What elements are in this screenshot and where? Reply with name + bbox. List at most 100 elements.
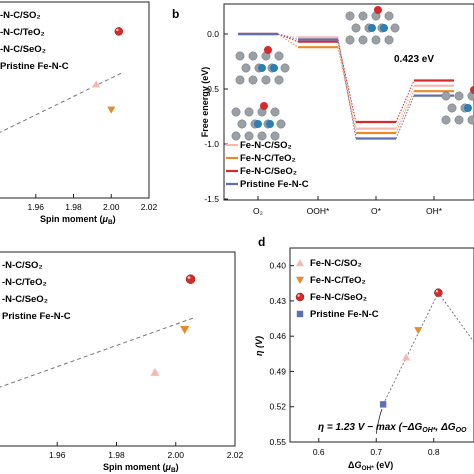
- molecule-ooh-icon: [235, 46, 290, 85]
- molecule-oh-carbon: [276, 119, 286, 129]
- panel-c-point-seo2: [185, 274, 196, 284]
- xlabel-c-sub: B: [171, 467, 176, 474]
- panel-b-ytick-label-3: -1.5: [204, 194, 219, 204]
- molecule-oh-nitrogen: [254, 120, 262, 128]
- panel-c-ticks: 1.96 1.98 2.00 2.02: [49, 442, 244, 460]
- panel-b-link-teo2-2: [337, 47, 357, 134]
- panel-c-legend: -N-C/SO₂ -N-C/TeO₂ -N-C/SeO₂ Pristine Fe-N-…: [2, 260, 71, 322]
- panel-b-ticks: 0.0 -0.5 -1.0 -1.5 O₂ OOH* O* OH*: [204, 29, 442, 216]
- panel-b-annotation: 0.423 eV: [394, 54, 434, 65]
- molecule-oh-oxygen: [260, 102, 268, 110]
- equation-sub-oo: OO: [456, 427, 467, 434]
- panel-d-ytick-label-0: 0.40: [269, 261, 286, 271]
- molecule-o-oxygen: [374, 6, 382, 14]
- molecule-oh-carbon: [237, 119, 247, 129]
- panel-c-xtick-label-1: 1.98: [108, 450, 125, 460]
- panel-d-legend-marker-teo2: [296, 276, 304, 284]
- panel-b-lines: [238, 32, 454, 140]
- panel-b-link-teo2-1: [277, 33, 299, 48]
- panel-d-legend-label-pristine: Pristine Fe-N-C: [310, 309, 379, 320]
- panel-d-ticks: 0.40 0.43 0.46 0.49 0.52 0.55 0.6 0.7 0.8: [269, 261, 439, 457]
- panel-b-ylabel: Free energy (eV): [200, 67, 210, 138]
- molecule-oh-icon: [231, 102, 286, 141]
- molecule-ooh-oxygen: [264, 46, 272, 54]
- molecule-oh-carbon: [231, 131, 241, 141]
- panel-d-ytick-label-1: 0.43: [269, 296, 286, 306]
- xlabel-d-sub: OH*: [361, 465, 374, 472]
- molecule-right-carbon: [441, 91, 451, 101]
- molecule-o-carbon: [371, 35, 381, 45]
- panel-a-legend-label-entry3: Pristine Fe-N-C: [0, 61, 69, 72]
- panel-c-marks: [0, 274, 196, 388]
- panel-d-point-pristine: [379, 401, 387, 408]
- panel-a-xtick-label-1: 1.98: [65, 202, 82, 212]
- molecule-o-carbon: [384, 11, 394, 21]
- panel-d-legend-label-teo2: Fe-N-C/TeO₂: [310, 275, 366, 286]
- panel-b: Free energy (eV) 0.0 -0.5 -1.0 -1.5 O₂ OOH* O*…: [200, 3, 474, 216]
- xlabel-d-unit: (eV): [374, 460, 394, 470]
- panel-c-xtick-label-2: 2.00: [167, 450, 184, 460]
- molecule-o-carbon: [358, 11, 368, 21]
- molecule-oh-carbon: [244, 107, 254, 117]
- panel-b-legend-label-teo2: Fe-N-C/TeO₂: [240, 153, 296, 164]
- panel-d-point-teo2: [414, 327, 423, 335]
- panel-d-arrow: [375, 408, 383, 434]
- molecule-ooh-carbon: [248, 75, 258, 85]
- panel-b-ytick-label-0: 0.0: [207, 29, 219, 39]
- panel-c-legend-label-entry3: Pristine Fe-N-C: [2, 311, 71, 322]
- xlabel-d-delta: Δ: [348, 460, 355, 470]
- panel-b-link-so2-3: [395, 85, 415, 129]
- molecule-ooh-carbon: [241, 63, 251, 73]
- panel-c-point-seo2-highlight: [187, 276, 191, 279]
- panel-c-xtick-label-3: 2.02: [227, 450, 244, 460]
- panel-a: -N-C/SO₂ -N-C/TeO₂ -N-C/SeO₂ Pristine Fe-N-…: [0, 1, 158, 226]
- equation-tail: , ΔG: [435, 422, 456, 433]
- molecule-oh-nitrogen-2: [266, 120, 274, 128]
- panel-d-legend-label-seo2: Fe-N-C/SeO₂: [310, 292, 367, 303]
- panel-b-legend-label-pristine: Pristine Fe-N-C: [240, 179, 309, 190]
- panel-a-point-teo2: [107, 106, 116, 114]
- panel-d-legend-marker-pristine: [296, 310, 304, 318]
- molecule-o-icon: [345, 6, 400, 45]
- panel-c-xtick-label-0: 1.96: [49, 450, 66, 460]
- panel-d-ylabel: η (V): [254, 336, 264, 356]
- panel-d-point-so2: [402, 353, 411, 361]
- molecule-ooh-carbon: [235, 51, 245, 61]
- xlabel-a-close: ): [113, 214, 116, 224]
- panel-a-legend: -N-C/SO₂ -N-C/TeO₂ -N-C/SeO₂ Pristine Fe-N-…: [0, 10, 69, 72]
- panel-d-ytick-label-4: 0.52: [269, 402, 286, 412]
- molecule-ooh-carbon: [274, 75, 284, 85]
- molecule-oh-carbon: [257, 131, 267, 141]
- molecule-right-nitrogen: [464, 104, 472, 112]
- molecule-right-carbon: [441, 115, 451, 125]
- molecule-right-carbon: [454, 91, 464, 101]
- molecule-oh-carbon: [244, 131, 254, 141]
- panel-d-ytick-label-5: 0.55: [269, 437, 286, 447]
- panel-d-legend-marker-seo2: [295, 292, 305, 302]
- xlabel-d-g: G: [354, 460, 361, 470]
- molecule-ooh-carbon: [261, 75, 271, 85]
- molecule-o-carbon: [345, 35, 355, 45]
- panel-d-point-seo2: [434, 288, 443, 297]
- panel-a-legend-label-entry0: -N-C/SO₂: [0, 10, 41, 21]
- molecule-o-carbon: [358, 35, 368, 45]
- panel-c-legend-label-entry0: -N-C/SO₂: [2, 260, 43, 271]
- panel-a-point-seo2: [114, 27, 124, 36]
- xlabel-c-text: Spin moment (: [103, 462, 166, 472]
- molecule-o-nitrogen: [368, 24, 376, 32]
- panel-c-xlabel: Spin moment (μB): [103, 462, 179, 474]
- panel-d-xtick-label-2: 0.8: [428, 447, 440, 457]
- panel-d-xtick-label-0: 0.6: [313, 447, 325, 457]
- xlabel-a-sub: B: [108, 219, 113, 226]
- molecule-o-carbon: [351, 23, 361, 33]
- panel-a-point-so2: [92, 80, 101, 88]
- panel-letter-d: d: [258, 235, 265, 249]
- panel-b-xtick-label-0: O₂: [253, 206, 263, 216]
- panel-b-xtick-label-1: OOH*: [307, 206, 330, 216]
- molecule-ooh-carbon: [274, 51, 284, 61]
- panel-d-equation: η = 1.23 V − max (−ΔGOH*, ΔGOO: [318, 422, 467, 434]
- panel-b-frame: [223, 3, 474, 201]
- panel-c-legend-label-entry2: -N-C/SeO₂: [2, 294, 48, 305]
- xlabel-a-mu: μ: [102, 214, 109, 224]
